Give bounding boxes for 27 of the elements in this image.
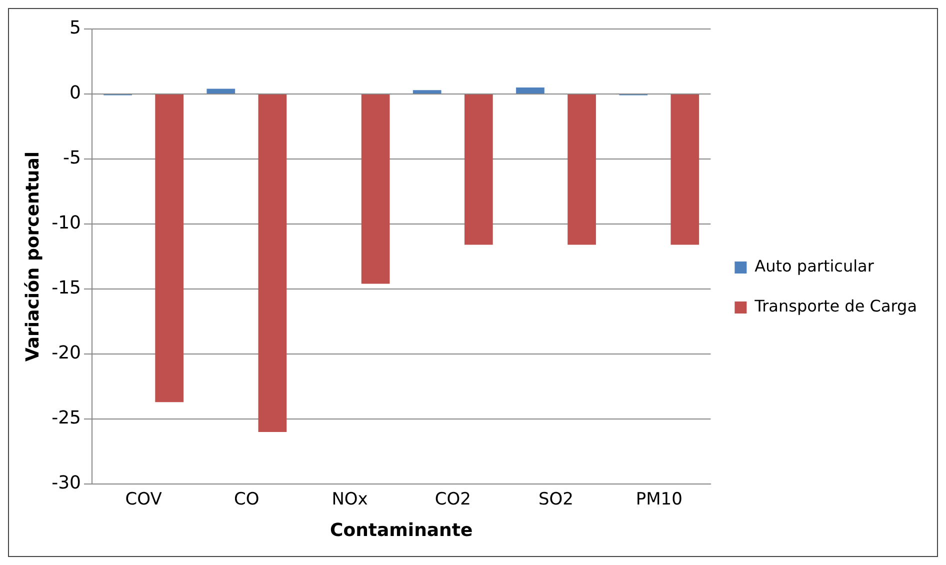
y-axis-title: Variación porcentual <box>22 151 44 362</box>
bar <box>206 88 236 94</box>
y-tick-label: -15 <box>52 278 81 299</box>
bar <box>568 94 596 245</box>
y-tick-label: -5 <box>63 148 81 169</box>
y-tick-label: -10 <box>52 212 81 234</box>
bar <box>155 94 184 402</box>
y-tick-label: -30 <box>52 472 81 494</box>
x-tick-label: COV <box>125 490 162 510</box>
bar <box>258 94 287 432</box>
bar <box>464 94 493 245</box>
legend-label: Transporte de Carga <box>754 296 917 316</box>
x-tick-label: PM10 <box>636 490 682 510</box>
x-tick-label: NOx <box>332 490 368 510</box>
y-tick-label: 0 <box>70 82 81 104</box>
bar <box>670 94 700 245</box>
bar <box>361 94 390 284</box>
y-tick-label: 5 <box>70 18 81 39</box>
x-tick-label: CO2 <box>434 490 471 510</box>
x-tick-label: CO <box>234 490 260 510</box>
y-tick-label: -20 <box>52 342 81 364</box>
x-axis-title: Contaminante <box>330 520 473 541</box>
x-tick-label: SO2 <box>538 490 574 510</box>
bar <box>516 88 544 94</box>
y-tick-label: -25 <box>52 408 81 429</box>
bar <box>412 90 442 94</box>
legend-label: Auto particular <box>754 256 874 276</box>
